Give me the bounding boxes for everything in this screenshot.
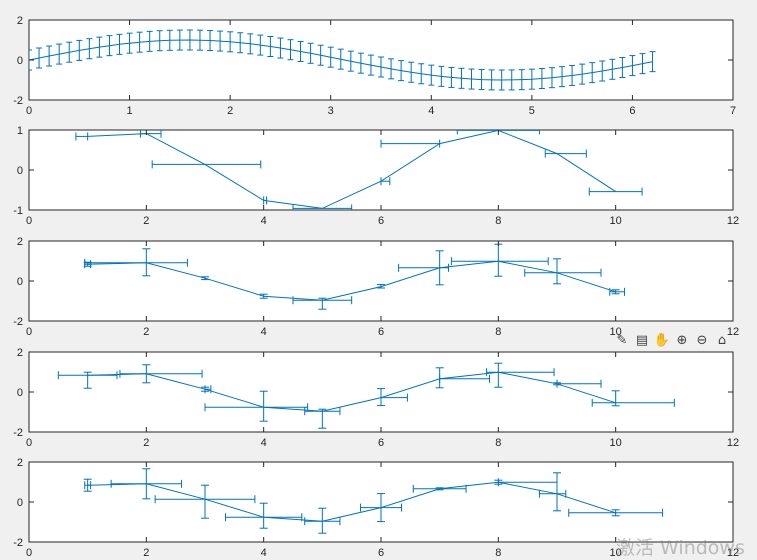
x-tick-label: 6 <box>378 437 384 449</box>
axes-2: 0 2 4 6 8 10 12-101 <box>13 125 739 227</box>
zoom-in-icon[interactable]: ⊕ <box>676 332 688 348</box>
axes-toolbar: ✎ ▤ ✋ ⊕ ⊖ ⌂ <box>613 330 731 350</box>
activation-watermark: 激活 Windows <box>616 537 745 559</box>
x-tick-label: 2 <box>143 326 149 338</box>
series-line <box>87 130 616 209</box>
y-tick-label: 2 <box>17 347 23 359</box>
x-tick-label: 8 <box>495 437 501 449</box>
x-tick-label: 12 <box>727 547 739 558</box>
x-tick-label: 8 <box>495 215 501 227</box>
y-tick-label: 0 <box>17 497 23 509</box>
y-tick-label: -2 <box>13 95 23 107</box>
x-tick-label: 12 <box>727 437 739 449</box>
x-tick-label: 2 <box>143 437 149 449</box>
data-layer <box>57 362 675 429</box>
y-tick-label: 0 <box>17 387 23 399</box>
axes-5: 0 2 4 6 8 10 12-202 <box>13 457 739 558</box>
x-tick-label: 4 <box>261 215 267 227</box>
datatip-icon[interactable]: ▤ <box>635 332 649 348</box>
pan-icon[interactable]: ✋ <box>653 332 671 348</box>
x-tick-label: 2 <box>143 547 149 558</box>
axes-3: 0 2 4 6 8 10 12-202 <box>13 236 739 338</box>
x-tick-label: 3 <box>328 105 334 117</box>
y-tick-label: 0 <box>17 276 23 288</box>
x-tick-label: 4 <box>261 437 267 449</box>
x-tick-label: 1 <box>127 105 133 117</box>
x-tick-label: 0 <box>26 547 32 558</box>
x-tick-label: 0 <box>26 326 32 338</box>
data-layer <box>29 29 656 91</box>
x-tick-label: 12 <box>727 326 739 338</box>
axes-4: 0 2 4 6 8 10 12-202 <box>13 347 739 449</box>
y-tick-label: 2 <box>17 457 23 469</box>
x-tick-label: 12 <box>727 215 739 227</box>
x-tick-label: 6 <box>629 105 635 117</box>
x-tick-label: 0 <box>26 215 32 227</box>
data-layer <box>83 243 625 310</box>
x-tick-label: 4 <box>261 326 267 338</box>
plot-area <box>28 240 734 322</box>
brush-icon[interactable]: ✎ <box>616 332 628 348</box>
x-tick-label: 7 <box>730 105 736 117</box>
y-tick-label: -2 <box>13 316 23 328</box>
x-tick-label: 10 <box>610 547 622 558</box>
y-tick-label: 1 <box>17 125 23 137</box>
y-tick-label: 2 <box>17 236 23 248</box>
x-tick-label: 6 <box>378 326 384 338</box>
x-tick-label: 10 <box>610 326 622 338</box>
x-tick-label: 8 <box>495 547 501 558</box>
x-tick-label: 2 <box>227 105 233 117</box>
x-tick-label: 2 <box>143 215 149 227</box>
series-line <box>87 371 616 412</box>
data-layer <box>83 468 664 534</box>
y-tick-label: 2 <box>17 15 23 27</box>
x-tick-label: 4 <box>261 547 267 558</box>
x-tick-label: 6 <box>378 215 384 227</box>
y-tick-label: -2 <box>13 537 23 549</box>
series-line <box>87 481 616 522</box>
series-line <box>87 260 616 301</box>
axes-1: 0 1 2 3 4 5 6 7-202 <box>13 15 736 117</box>
x-tick-label: 4 <box>428 105 434 117</box>
x-tick-label: 10 <box>610 437 622 449</box>
y-tick-label: 0 <box>17 165 23 177</box>
x-tick-label: 5 <box>529 105 535 117</box>
y-tick-label: -1 <box>13 205 23 217</box>
x-tick-label: 10 <box>610 215 622 227</box>
data-layer <box>75 130 643 210</box>
y-tick-label: 0 <box>17 55 23 67</box>
zoom-out-icon[interactable]: ⊖ <box>696 332 708 348</box>
x-tick-label: 8 <box>495 326 501 338</box>
x-tick-label: 6 <box>378 547 384 558</box>
x-tick-label: 0 <box>26 437 32 449</box>
x-tick-label: 0 <box>26 105 32 117</box>
y-tick-label: -2 <box>13 427 23 439</box>
home-icon[interactable]: ⌂ <box>717 332 727 348</box>
